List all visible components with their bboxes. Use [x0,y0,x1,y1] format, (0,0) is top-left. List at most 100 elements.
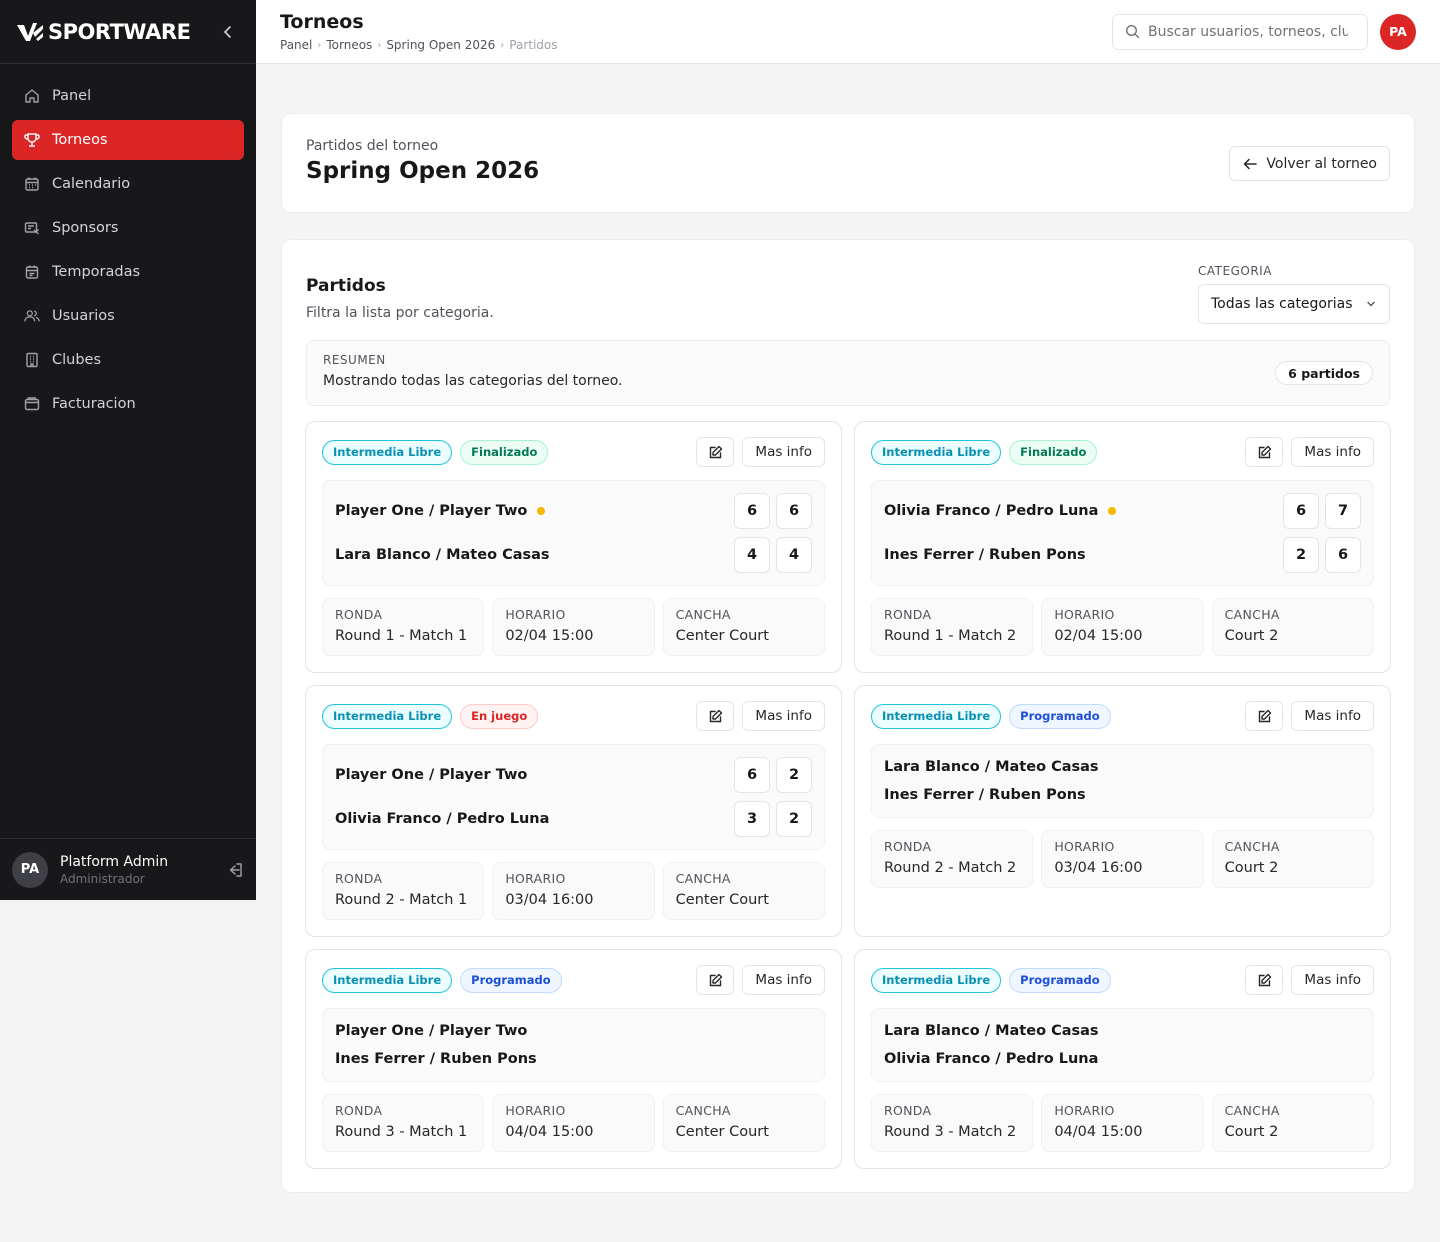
edit-icon [709,973,723,986]
wallet-icon [24,397,40,411]
more-info-button[interactable]: Mas info [742,965,825,995]
category-select[interactable]: Todas las categorias [1198,284,1390,324]
search-input[interactable] [1148,23,1348,40]
edit-match-button[interactable] [696,965,735,995]
sidebar-item-usuarios[interactable]: Usuarios [12,296,244,336]
court-info: CANCHA Court 2 [1211,1094,1374,1152]
round-value: Round 2 - Match 1 [335,892,468,908]
more-info-button[interactable]: Mas info [742,437,825,467]
team-name: Ines Ferrer / Ruben Pons [884,787,1086,803]
sidebar-item-panel[interactable]: Panel [12,76,244,116]
court-info: CANCHA Center Court [662,862,825,920]
schedule-value: 02/04 15:00 [1054,628,1143,644]
score-box: 6 [734,757,770,793]
brand-logo[interactable]: SPORTWARE [16,20,191,44]
sponsor-icon [24,222,39,235]
logout-button[interactable] [226,861,244,879]
score-box: 7 [1325,493,1361,529]
edit-icon [709,709,723,722]
brand-bar: SPORTWARE [0,0,256,64]
match-card: Intermedia Libre En juego Mas info Playe… [305,685,842,937]
header-title: Torneos [280,11,364,33]
edit-match-button[interactable] [1245,701,1284,731]
more-info-button[interactable]: Mas info [742,701,825,731]
logout-icon [229,862,242,877]
summary-panel: RESUMEN Mostrando todas las categorias d… [306,340,1390,406]
match-meta: RONDA Round 2 - Match 1 HORARIO 03/04 16… [322,862,825,920]
category-badge: Intermedia Libre [871,439,1002,465]
sidebar-item-calendario[interactable]: Calendario [12,164,244,204]
meta-label: HORARIO [1054,839,1115,854]
matches-title: Partidos [306,276,386,296]
round-info: RONDA Round 3 - Match 2 [871,1094,1034,1152]
breadcrumb-separator-icon: › [377,39,382,51]
meta-label: HORARIO [505,1103,566,1118]
breadcrumb-item[interactable]: Panel [280,38,313,52]
sidebar: SPORTWARE Panel Torneos Calendario Spons… [0,0,256,900]
page-subtitle: Partidos del torneo [306,138,439,154]
sidebar-item-clubes[interactable]: Clubes [12,340,244,380]
score-box: 3 [734,801,770,837]
court-value: Court 2 [1224,628,1279,644]
users-icon [24,310,40,322]
breadcrumb-item[interactable]: Spring Open 2026 [386,38,496,52]
sidebar-item-label: Clubes [52,352,102,368]
match-card: Intermedia Libre Finalizado Mas info Pla… [305,421,842,673]
meta-label: RONDA [884,607,932,622]
score-box: 6 [1325,537,1361,573]
sidebar-item-label: Usuarios [52,308,115,324]
collapse-sidebar-button[interactable] [216,20,240,44]
page-title: Spring Open 2026 [306,158,540,184]
match-meta: RONDA Round 2 - Match 2 HORARIO 03/04 16… [871,830,1374,888]
schedule-value: 03/04 16:00 [1054,860,1143,876]
schedule-info: HORARIO 04/04 15:00 [1041,1094,1204,1152]
meta-label: RONDA [335,871,383,886]
more-info-button[interactable]: Mas info [1291,437,1374,467]
round-value: Round 2 - Match 2 [884,860,1017,876]
meta-label: HORARIO [505,871,566,886]
round-value: Round 1 - Match 1 [335,628,468,644]
round-info: RONDA Round 3 - Match 1 [322,1094,485,1152]
search-icon [1125,24,1140,39]
breadcrumb-separator-icon: › [500,39,505,51]
breadcrumb-current: Partidos [509,38,558,52]
edit-match-button[interactable] [696,701,735,731]
match-card: Intermedia Libre Programado Mas info Pla… [305,949,842,1169]
avatar[interactable]: PA [12,851,48,888]
avatar[interactable]: PA [1380,13,1416,50]
sidebar-item-torneos[interactable]: Torneos [12,120,244,160]
team-name: Olivia Franco / Pedro Luna [884,503,1099,519]
court-value: Center Court [675,1124,769,1140]
schedule-value: 04/04 15:00 [505,1124,594,1140]
sidebar-item-facturacion[interactable]: Facturacion [12,384,244,424]
edit-match-button[interactable] [696,437,735,467]
sidebar-item-temporadas[interactable]: Temporadas [12,252,244,292]
schedule-value: 03/04 16:00 [505,892,594,908]
status-badge: Finalizado [1009,439,1098,465]
sidebar-item-sponsors[interactable]: Sponsors [12,208,244,248]
score-box: 6 [734,493,770,529]
more-info-button[interactable]: Mas info [1291,965,1374,995]
arrow-left-icon [1244,158,1258,169]
matches-description: Filtra la lista por categoria. [306,305,494,321]
edit-match-button[interactable] [1245,437,1284,467]
score-box: 2 [1283,537,1319,573]
court-value: Court 2 [1224,1124,1279,1140]
edit-match-button[interactable] [1245,965,1284,995]
back-to-tournament-button[interactable]: Volver al torneo [1229,146,1390,181]
round-info: RONDA Round 1 - Match 1 [322,598,485,656]
schedule-info: HORARIO 02/04 15:00 [1041,598,1204,656]
team-name: Lara Blanco / Mateo Casas [884,759,1099,775]
breadcrumb-item[interactable]: Torneos [326,38,373,52]
meta-label: CANCHA [1224,607,1280,622]
sidebar-user: PA Platform Admin Administrador [0,838,256,900]
category-badge: Intermedia Libre [322,703,453,729]
court-info: CANCHA Court 2 [1211,830,1374,888]
team-name: Ines Ferrer / Ruben Pons [884,547,1086,563]
round-value: Round 3 - Match 2 [884,1124,1017,1140]
schedule-info: HORARIO 03/04 16:00 [492,862,655,920]
more-info-button[interactable]: Mas info [1291,701,1374,731]
